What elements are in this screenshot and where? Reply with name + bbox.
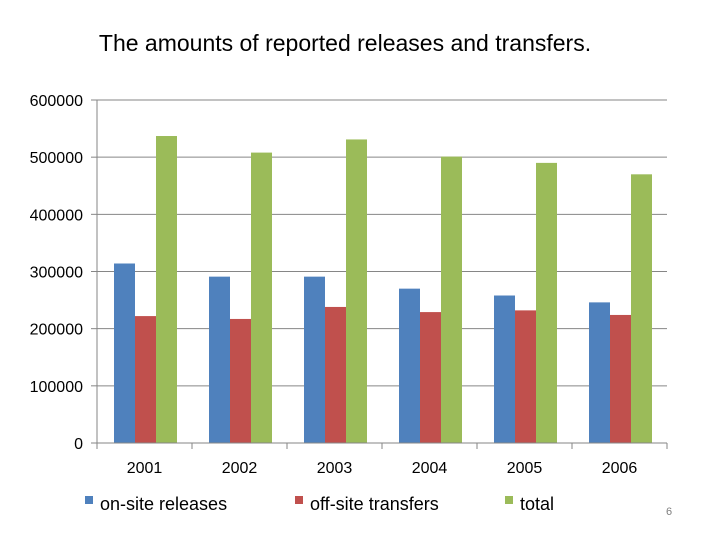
- bar-total-2001: [156, 136, 177, 443]
- bar-on-site-releases-2005: [494, 295, 515, 443]
- x-tick-label: 2005: [507, 460, 543, 477]
- legend-swatch-off-site-transfers: [295, 496, 303, 504]
- chart-title: The amounts of reported releases and tra…: [98, 30, 592, 56]
- y-tick-label: 500000: [30, 150, 83, 167]
- y-tick-label: 400000: [30, 207, 83, 224]
- bar-on-site-releases-2001: [114, 263, 135, 443]
- legend-swatch-on-site-releases: [85, 496, 93, 504]
- bar-off-site-transfers-2004: [420, 312, 441, 443]
- legend-label-off-site-transfers: off-site transfers: [310, 494, 439, 514]
- bar-off-site-transfers-2005: [515, 310, 536, 443]
- x-tick-label: 2002: [222, 460, 258, 477]
- y-tick-label: 300000: [30, 265, 83, 282]
- bar-on-site-releases-2006: [589, 302, 610, 443]
- y-tick-label: 100000: [30, 379, 83, 396]
- bar-off-site-transfers-2001: [135, 316, 156, 443]
- y-tick-label: 0: [74, 436, 83, 453]
- bar-off-site-transfers-2002: [230, 318, 251, 443]
- x-tick-label: 2003: [317, 460, 353, 477]
- x-tick-label: 2001: [127, 460, 163, 477]
- bar-total-2004: [441, 156, 462, 443]
- legend-label-on-site-releases: on-site releases: [100, 494, 227, 514]
- bar-off-site-transfers-2006: [610, 314, 631, 443]
- x-tick-label: 2004: [412, 460, 448, 477]
- gridlines: [97, 99, 667, 387]
- bar-total-2003: [346, 139, 367, 443]
- x-tick-label: 2006: [602, 460, 638, 477]
- legend-swatch-total: [505, 496, 513, 504]
- bar-on-site-releases-2003: [304, 276, 325, 443]
- y-tick-label: 600000: [30, 93, 83, 110]
- y-tick-label: 200000: [30, 322, 83, 339]
- bar-total-2002: [251, 152, 272, 444]
- bar-total-2006: [631, 174, 652, 444]
- bar-total-2005: [536, 162, 557, 443]
- bars: [114, 136, 652, 444]
- bar-on-site-releases-2004: [399, 288, 420, 443]
- tick-labels: 0 100000 200000 300000 400000 500000 600000 200…: [30, 93, 638, 477]
- bar-off-site-transfers-2003: [325, 306, 346, 443]
- axes: [91, 99, 668, 449]
- bar-on-site-releases-2002: [209, 276, 230, 443]
- legend: on-site releases off-site transfers total: [85, 494, 554, 514]
- legend-label-total: total: [520, 494, 554, 514]
- page-number: 6: [666, 506, 673, 518]
